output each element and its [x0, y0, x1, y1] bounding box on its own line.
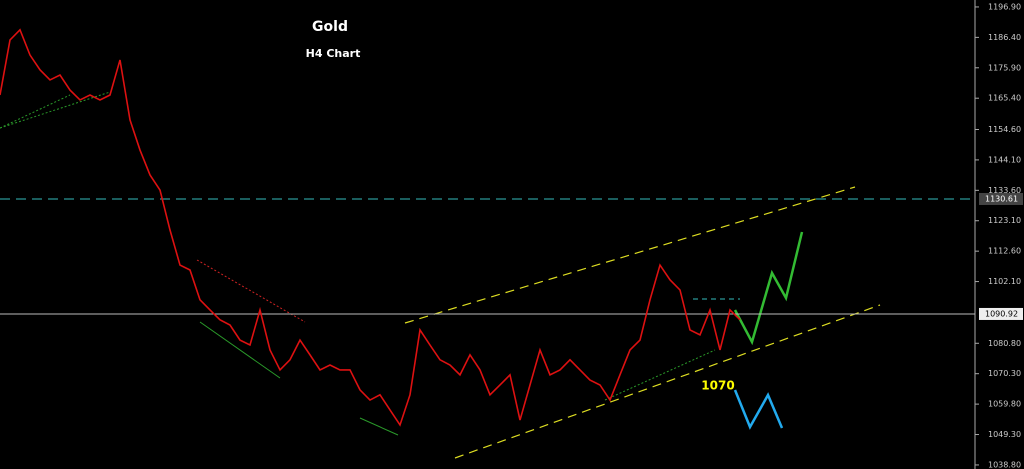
y-tick-label: 1196.90: [988, 2, 1021, 11]
y-tick-label: 1165.40: [988, 94, 1021, 103]
y-tick-label: 1144.10: [988, 155, 1021, 164]
trend-line: [0, 91, 111, 129]
channel-upper: [404, 186, 856, 324]
level-label-box: [979, 307, 1023, 320]
level-label: 1130.61: [985, 194, 1018, 203]
y-tick-label: 1133.60: [988, 186, 1021, 195]
trend-line: [0, 94, 71, 129]
y-tick-label: 1175.90: [988, 63, 1021, 72]
bearish-projection: [733, 389, 784, 430]
y-tick-label: 1080.80: [988, 339, 1021, 348]
y-tick-label: 1123.10: [988, 216, 1021, 225]
y-tick-label: 1070.30: [988, 369, 1021, 378]
y-tick-label: 1186.40: [988, 33, 1021, 42]
annotation: 1070: [701, 379, 734, 393]
level-label: 1090.92: [985, 309, 1018, 318]
trend-line: [359, 417, 399, 436]
y-tick-label: 1038.80: [988, 460, 1021, 469]
channel-lower: [454, 304, 881, 459]
bullish-projection: [733, 231, 804, 346]
level-label-box: [979, 192, 1023, 205]
y-tick-label: 1049.30: [988, 430, 1021, 439]
price-line: [0, 28, 741, 427]
y-tick-label: 1059.80: [988, 400, 1021, 409]
chart-title: Gold: [312, 19, 348, 35]
trend-line: [196, 259, 306, 323]
trend-line: [199, 321, 281, 379]
trend-line: [604, 349, 716, 401]
y-tick-label: 1112.60: [988, 247, 1021, 256]
y-tick-label: 1102.10: [988, 277, 1021, 286]
chart-subtitle: H4 Chart: [306, 47, 361, 60]
y-tick-label: 1154.60: [988, 125, 1021, 134]
